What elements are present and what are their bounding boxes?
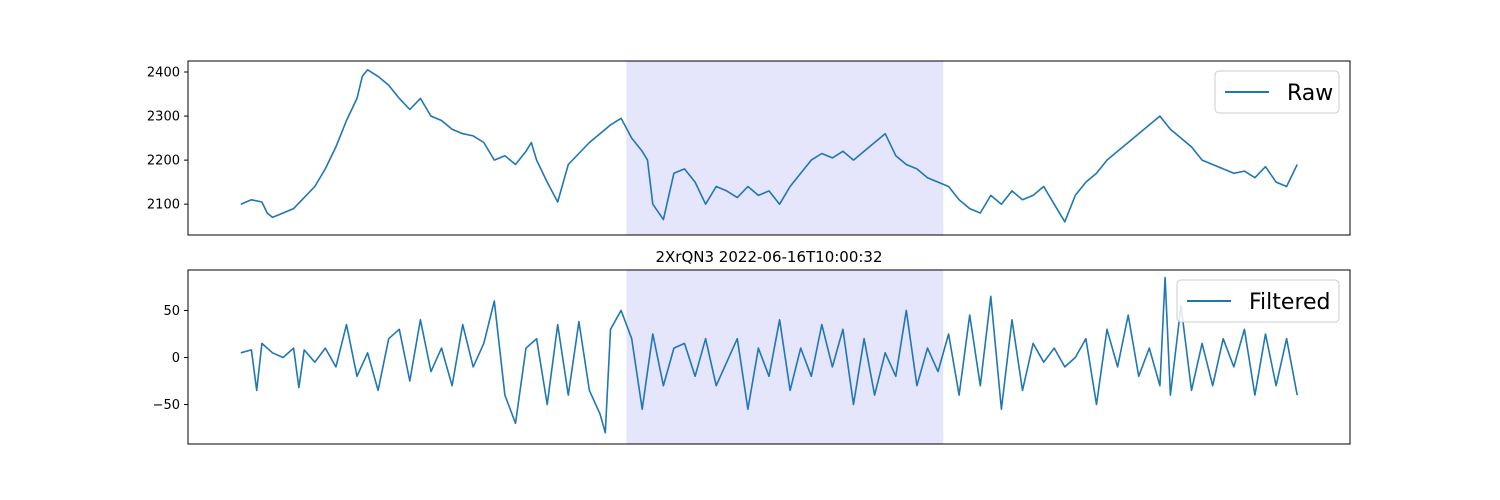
raw-legend: Raw <box>1214 70 1340 114</box>
y-tick-label: 2300 <box>147 110 180 125</box>
raw-series-line <box>240 69 1298 223</box>
y-tick-label: 2400 <box>147 66 180 81</box>
axes-frame <box>187 60 1351 236</box>
chart-title: 2XrQN3 2022-06-16T10:00:32 <box>655 248 882 266</box>
filtered-legend: Filtered <box>1176 279 1340 323</box>
y-tick-label: 50 <box>163 304 180 319</box>
raw-panel: 2100 2200 2300 2400 Raw <box>147 60 1351 236</box>
legend-box <box>1214 70 1340 114</box>
filtered-panel: −50 0 50 2XrQN3 2022-06-16T10:00:32 Filtered <box>153 248 1351 445</box>
y-tick-label: 2100 <box>147 198 180 213</box>
highlight-window <box>626 61 944 235</box>
legend-box <box>1176 279 1340 323</box>
y-tick-label: 0 <box>172 351 180 366</box>
legend-label: Filtered <box>1249 290 1331 315</box>
legend-label: Raw <box>1287 81 1333 106</box>
y-tick-label: −50 <box>153 398 180 413</box>
y-tick-label: 2200 <box>147 154 180 169</box>
filtered-series-line <box>240 276 1298 434</box>
